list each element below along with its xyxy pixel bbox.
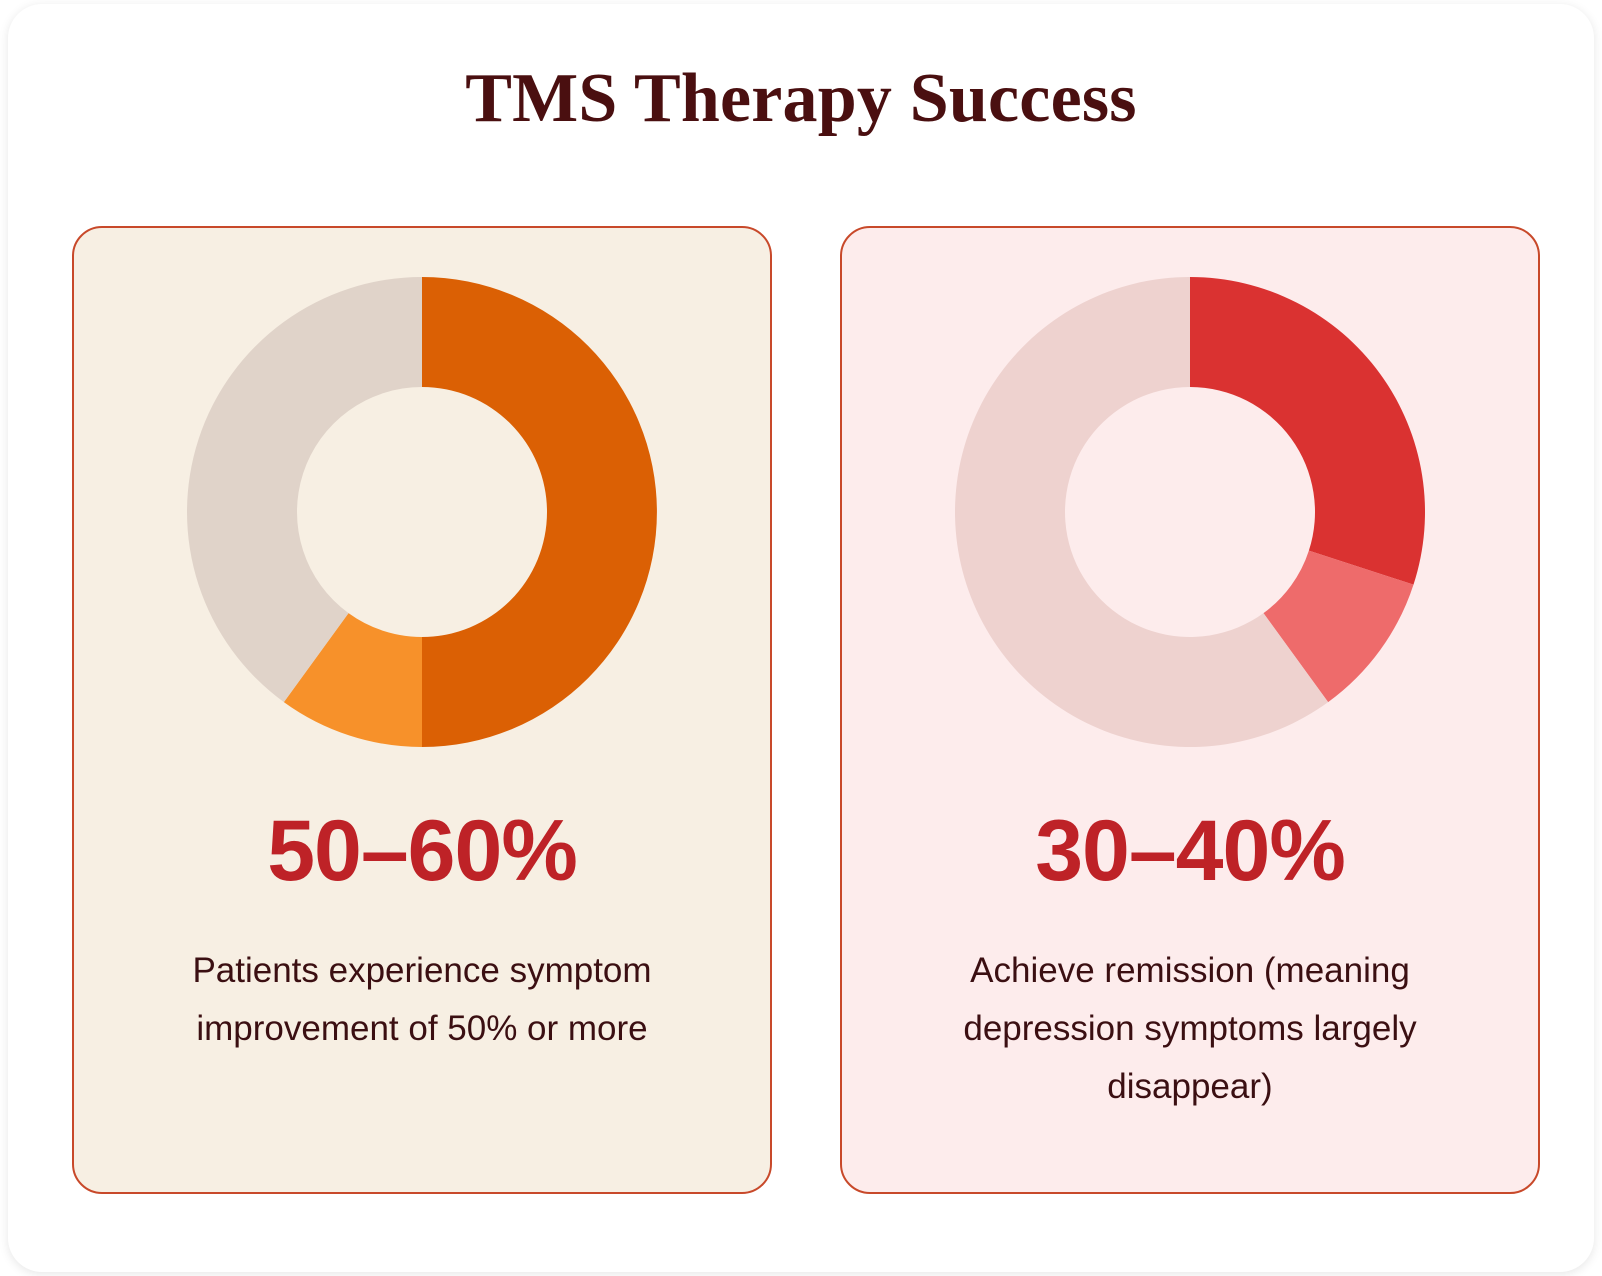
- stat-caption-remission: Achieve remission (meaning depression sy…: [963, 951, 1417, 1107]
- stat-caption-improvement: Patients experience symptom improvement …: [192, 951, 652, 1049]
- donut-segments-remission: [955, 277, 1425, 747]
- donut-segment: [1190, 277, 1425, 585]
- stat-card-row: 50–60% Patients experience symptom impro…: [72, 226, 1540, 1194]
- donut-segments-improvement: [187, 277, 657, 747]
- donut-chart-improvement-wrap: [74, 272, 770, 752]
- stat-value-improvement: 50–60%: [267, 803, 578, 899]
- donut-chart-improvement: [187, 277, 657, 747]
- stat-card-improvement: 50–60% Patients experience symptom impro…: [72, 226, 772, 1194]
- donut-segment: [187, 277, 422, 703]
- stat-card-remission: 30–40% Achieve remission (meaning depres…: [840, 226, 1540, 1194]
- donut-segment: [422, 277, 657, 747]
- stat-value-remission: 30–40%: [1035, 803, 1346, 899]
- page-title: TMS Therapy Success: [465, 60, 1137, 137]
- donut-segment: [1263, 550, 1414, 703]
- donut-chart-remission-wrap: [842, 272, 1538, 752]
- content-panel: TMS Therapy Success 50–60% Patients expe…: [8, 4, 1594, 1272]
- donut-segment: [283, 613, 422, 747]
- donut-segment: [955, 277, 1329, 747]
- donut-chart-remission: [955, 277, 1425, 747]
